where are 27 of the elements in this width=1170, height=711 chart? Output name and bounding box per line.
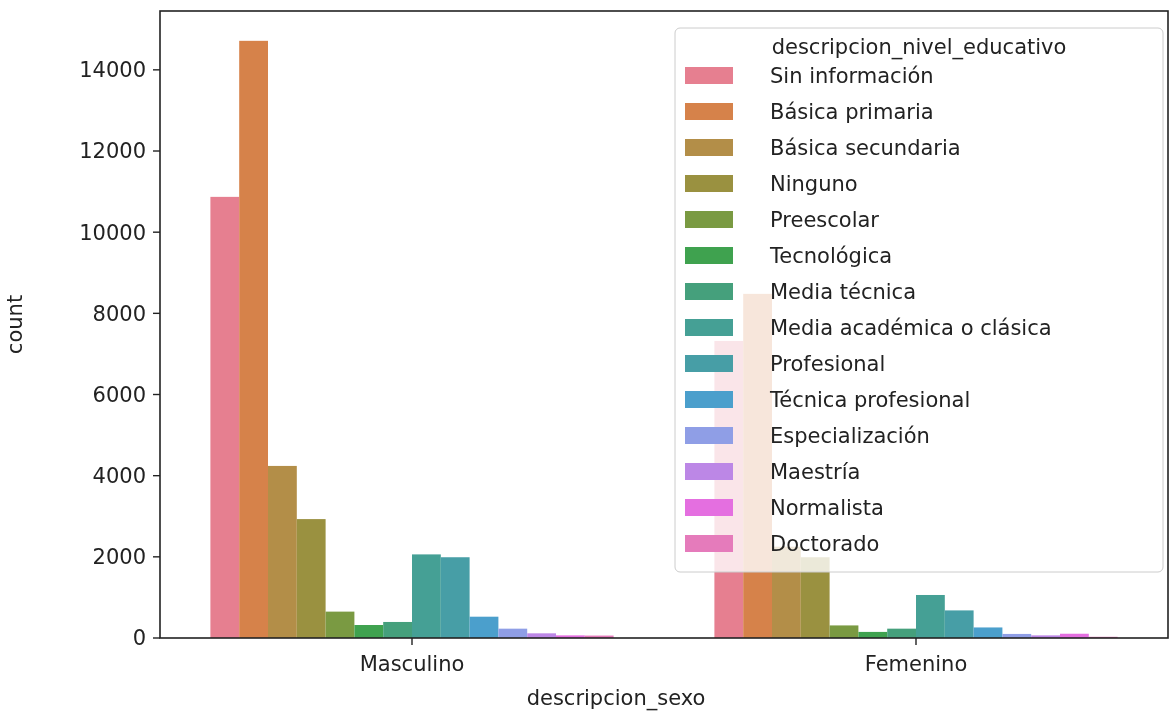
legend-label: Doctorado xyxy=(770,532,880,557)
legend-title: descripcion_nivel_educativo xyxy=(771,35,1067,60)
x-tick-label: Masculino xyxy=(359,652,465,676)
legend-label: Maestría xyxy=(770,460,861,485)
y-axis-title: count xyxy=(3,294,27,355)
x-axis-title: descripcion_sexo xyxy=(526,686,706,711)
y-tick-label: 8000 xyxy=(92,301,146,326)
legend-label: Tecnológica xyxy=(769,244,893,269)
legend-label: Básica secundaria xyxy=(770,136,961,161)
y-tick-label: 2000 xyxy=(92,545,146,570)
y-tick-label: 12000 xyxy=(79,139,146,164)
legend-label: Ninguno xyxy=(770,172,858,197)
legend-label: Media técnica xyxy=(770,280,917,305)
legend-label: Sin información xyxy=(770,64,934,89)
y-tick-label: 14000 xyxy=(79,58,146,83)
legend-label: Normalista xyxy=(770,496,884,521)
legend-label: Básica primaria xyxy=(770,100,934,125)
y-tick-label: 6000 xyxy=(92,382,146,407)
x-tick-label: Femenino xyxy=(864,652,968,676)
legend-label: Profesional xyxy=(770,352,886,377)
legend-label: Preescolar xyxy=(770,208,880,233)
legend-label: Especialización xyxy=(770,424,930,449)
y-tick-label: 4000 xyxy=(92,464,146,489)
legend-label: Media académica o clásica xyxy=(770,316,1052,341)
legend-label: Técnica profesional xyxy=(769,388,971,413)
y-tick-label: 0 xyxy=(132,626,146,651)
y-tick-label: 10000 xyxy=(79,220,146,245)
